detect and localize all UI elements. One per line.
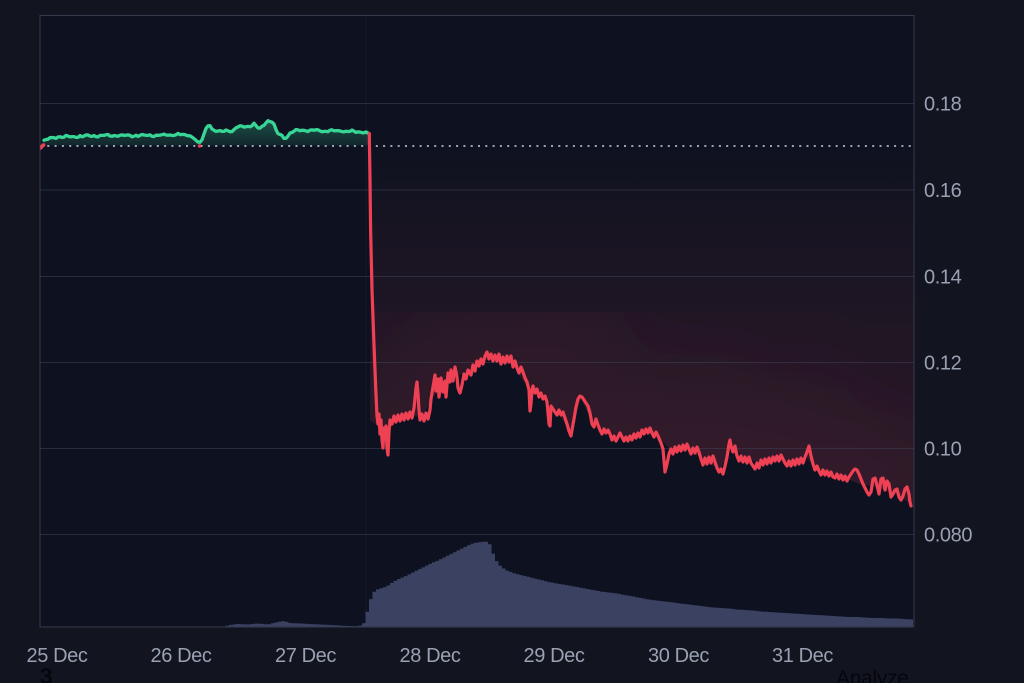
svg-text:Analyze: Analyze — [836, 667, 909, 683]
svg-text:26 Dec: 26 Dec — [151, 645, 212, 667]
svg-text:0.080: 0.080 — [924, 525, 972, 547]
svg-text:3: 3 — [40, 663, 53, 683]
svg-text:0.18: 0.18 — [924, 94, 962, 116]
svg-text:0.16: 0.16 — [924, 180, 962, 202]
svg-text:25 Dec: 25 Dec — [27, 645, 88, 667]
svg-text:0.10: 0.10 — [924, 439, 962, 461]
svg-text:30 Dec: 30 Dec — [648, 645, 709, 667]
svg-text:0.12: 0.12 — [924, 353, 962, 375]
svg-text:29 Dec: 29 Dec — [524, 645, 585, 667]
svg-text:31 Dec: 31 Dec — [772, 645, 833, 667]
svg-text:0.14: 0.14 — [924, 267, 962, 289]
svg-text:28 Dec: 28 Dec — [400, 645, 461, 667]
svg-text:27 Dec: 27 Dec — [275, 645, 336, 667]
